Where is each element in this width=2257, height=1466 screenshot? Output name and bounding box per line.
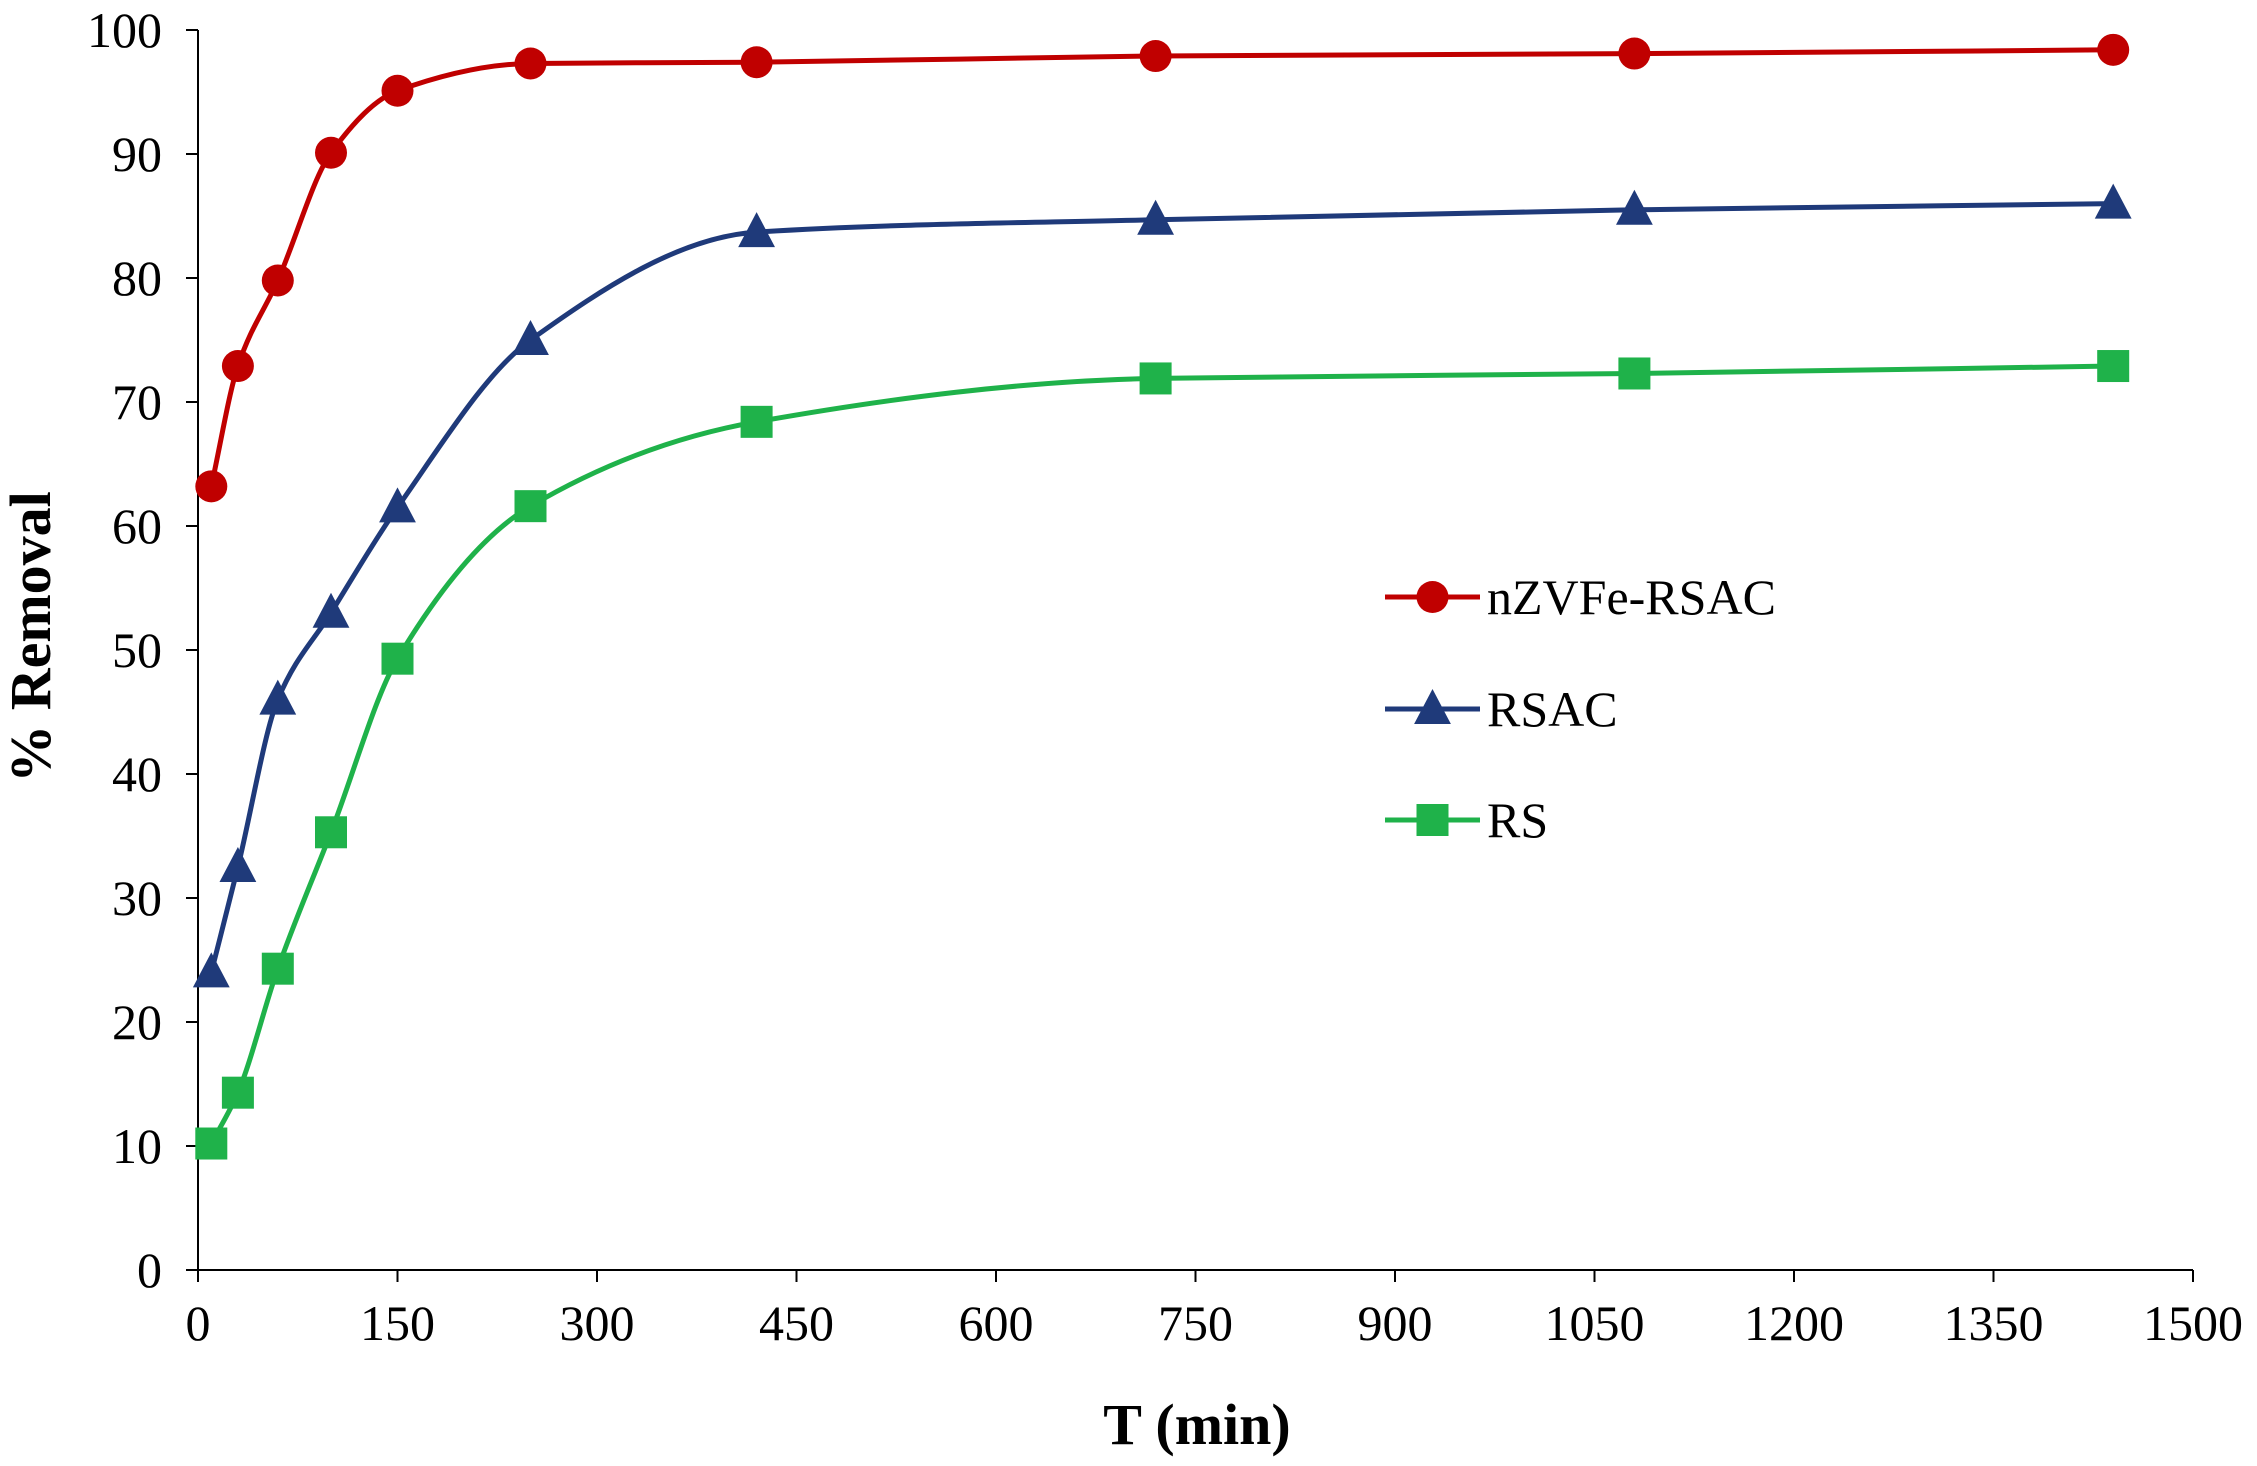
data-point-rsac <box>219 847 257 882</box>
data-point-nzvfe-rsac <box>2097 33 2130 66</box>
y-tick-label: 50 <box>112 622 162 678</box>
data-point-rs <box>1618 357 1651 390</box>
data-point-rs <box>381 642 414 675</box>
x-tick-label: 1050 <box>1545 1295 1645 1351</box>
x-tick-label: 600 <box>959 1295 1034 1351</box>
data-point-rsac <box>259 679 297 715</box>
data-point-rs <box>2097 350 2130 383</box>
x-tick-label: 1350 <box>1944 1295 2044 1351</box>
data-point-nzvfe-rsac <box>261 264 294 297</box>
y-tick-label: 20 <box>112 994 162 1050</box>
series-nzvfe-rsac <box>195 33 2130 503</box>
axes <box>197 30 2193 1271</box>
data-point-rsac <box>1137 199 1174 235</box>
y-tick-label: 60 <box>112 498 162 554</box>
x-tick-label: 900 <box>1358 1295 1433 1351</box>
data-point-nzvfe-rsac <box>381 74 414 107</box>
x-tick-label: 1200 <box>1744 1295 1844 1351</box>
x-tick-label: 1500 <box>2143 1295 2243 1351</box>
series-line-rs <box>209 363 2114 1145</box>
y-tick-label: 0 <box>137 1242 162 1298</box>
x-axis-title: T (min) <box>1103 1392 1290 1457</box>
data-point-rsac <box>738 212 775 248</box>
data-point-nzvfe-rsac <box>195 470 228 503</box>
data-point-nzvfe-rsac <box>221 350 254 383</box>
data-point-rs <box>514 490 547 523</box>
data-point-rsac <box>2094 183 2132 219</box>
data-point-rsac <box>379 487 416 523</box>
legend-marker-rsac <box>1414 689 1451 724</box>
x-tick-label: 300 <box>560 1295 635 1351</box>
legend-label-nzvfe-rsac: nZVFe-RSAC <box>1487 569 1776 625</box>
y-tick-label: 80 <box>112 250 162 306</box>
x-tick-label: 450 <box>759 1295 834 1351</box>
x-tick-label: 150 <box>360 1295 435 1351</box>
x-tick-label: 0 <box>186 1295 211 1351</box>
ticks: 0 10 20 30 40 50 60 70 80 90 100 0 150 300 450 600 750 90… <box>87 2 2243 1351</box>
legend-label-rsac: RSAC <box>1487 681 1618 737</box>
data-point-nzvfe-rsac <box>740 46 773 79</box>
y-tick-label: 90 <box>112 126 162 182</box>
legend-item-rsac: RSAC <box>1385 681 1618 737</box>
y-tick-label: 30 <box>112 870 162 926</box>
data-point-rs <box>195 1127 228 1160</box>
data-point-nzvfe-rsac <box>514 47 547 80</box>
data-point-rsac <box>512 320 549 355</box>
legend-marker-nzvfe-rsac <box>1416 581 1449 613</box>
data-point-rsac <box>1616 189 1653 225</box>
legend-item-rs: RS <box>1385 792 1548 848</box>
y-tick-label: 100 <box>87 2 162 58</box>
y-tick-label: 10 <box>112 1118 162 1174</box>
data-point-rs <box>740 405 773 438</box>
data-point-rsac <box>312 592 350 628</box>
y-axis-title: % Removal <box>0 491 63 783</box>
series-rs <box>195 350 2130 1160</box>
series-line-nzvfe-rsac <box>208 47 2114 487</box>
data-point-nzvfe-rsac <box>1139 40 1172 73</box>
series-rsac <box>192 183 2132 988</box>
y-tick-label: 40 <box>112 746 162 802</box>
data-point-rs <box>221 1076 254 1109</box>
legend-item-nzvfe-rsac: nZVFe-RSAC <box>1385 569 1776 625</box>
series-line-rsac <box>208 201 2114 974</box>
legend-label-rs: RS <box>1487 792 1548 848</box>
data-point-nzvfe-rsac <box>1618 37 1651 70</box>
legend-marker-rs <box>1416 804 1449 836</box>
data-point-rsac <box>192 952 230 988</box>
data-point-rs <box>1139 362 1172 395</box>
legend: nZVFe-RSAC RSAC RS <box>1385 569 1776 848</box>
y-tick-label: 70 <box>112 374 162 430</box>
x-tick-label: 750 <box>1158 1295 1233 1351</box>
data-point-rs <box>315 816 347 849</box>
data-point-rs <box>261 952 294 985</box>
data-point-nzvfe-rsac <box>315 136 347 169</box>
series-layer <box>192 33 2132 1160</box>
